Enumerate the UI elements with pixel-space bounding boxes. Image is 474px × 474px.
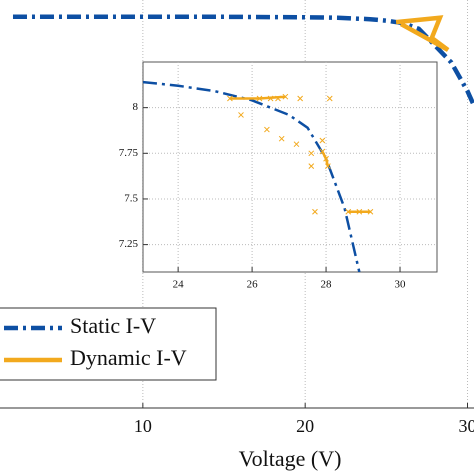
marker: [264, 126, 270, 133]
x-axis-label: Voltage (V): [239, 446, 342, 471]
x-tick-label: 24: [173, 279, 185, 291]
x-tick-label: 28: [321, 279, 333, 291]
marker: [256, 95, 263, 102]
marker: [267, 95, 274, 102]
x-tick-label: 30: [395, 279, 407, 291]
y-tick-label: 7.5: [124, 192, 138, 204]
x-tick-label: 26: [247, 279, 259, 291]
marker: [323, 155, 329, 162]
marker: [297, 95, 304, 102]
marker: [227, 95, 233, 102]
marker: [312, 208, 318, 215]
marker: [293, 141, 300, 148]
marker: [278, 135, 285, 142]
legend-label: Dynamic I-V: [70, 345, 187, 370]
plot-area: [142, 61, 438, 273]
marker: [319, 148, 326, 155]
x-tick-label: 30: [459, 416, 474, 436]
series-line: [143, 80, 361, 272]
marker: [345, 208, 352, 215]
marker: [326, 95, 333, 102]
marker: [367, 208, 374, 215]
marker: [282, 93, 289, 100]
marker: [325, 163, 331, 169]
legend-box: [0, 307, 217, 381]
marker: [319, 137, 326, 144]
x-tick-label: 20: [296, 416, 314, 436]
y-tick-label: 7.25: [119, 238, 139, 250]
marker: [308, 163, 315, 169]
marker: [275, 95, 281, 102]
legend-label: Static I-V: [70, 313, 156, 338]
marker: [356, 208, 363, 215]
y-tick-label: 7.75: [119, 147, 139, 159]
marker: [308, 150, 315, 157]
series-line: [12, 14, 474, 107]
y-tick-label: 8: [133, 101, 139, 113]
marker: [238, 112, 244, 118]
x-tick-label: 10: [134, 416, 152, 436]
series-line: [395, 15, 450, 52]
